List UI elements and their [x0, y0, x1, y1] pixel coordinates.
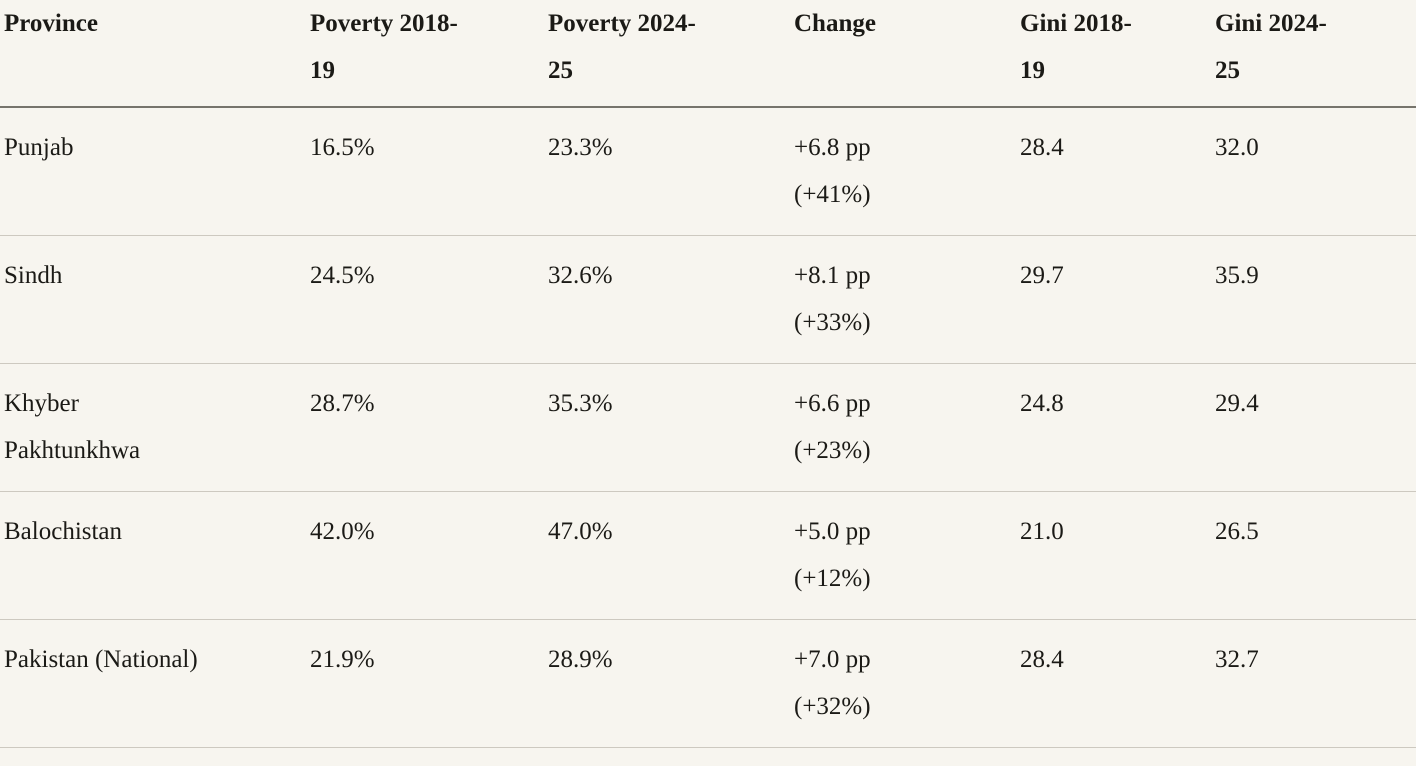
table-row: Sindh 24.5% 32.6% +8.1 pp (+33%) 29.7 35.9 [0, 235, 1416, 364]
cell-change: +6.6 pp (+23%) [790, 363, 1016, 492]
table-row: Punjab 16.5% 23.3% +6.8 pp (+41%) 28.4 32.0 [0, 107, 1416, 236]
cell-gini_2024_25: 35.9 [1211, 235, 1416, 364]
cell-province: Sindh [0, 235, 306, 364]
cell-gini_2018_19: 28.4 [1016, 107, 1211, 236]
cell-gini_2024_25: 26.5 [1211, 491, 1416, 620]
table-row: Pakistan (National) 21.9% 28.9% +7.0 pp (+3… [0, 619, 1416, 748]
cell-gini_2018_19: 29.7 [1016, 235, 1211, 364]
cell-gini_2018_19: 28.4 [1016, 619, 1211, 748]
cell-poverty_2024_25: 28.9% [544, 619, 790, 748]
cell-poverty_2018_19: 42.0% [306, 491, 544, 620]
cell-poverty_2018_19: 21.9% [306, 619, 544, 748]
cell-poverty_2024_25: 47.0% [544, 491, 790, 620]
cell-poverty_2024_25: 35.3% [544, 363, 790, 492]
column-header-poverty_2018_19: Poverty 2018- 19 [306, 0, 544, 108]
column-header-gini_2024_25: Gini 2024- 25 [1211, 0, 1416, 108]
table-header-row: Province Poverty 2018- 19 Poverty 2024- 25… [0, 0, 1416, 108]
cell-gini_2024_25: 32.7 [1211, 619, 1416, 748]
cell-poverty_2024_25: 23.3% [544, 107, 790, 236]
cell-poverty_2018_19: 24.5% [306, 235, 544, 364]
cell-province: Pakistan (National) [0, 619, 306, 748]
table-row: Balochistan 42.0% 47.0% +5.0 pp (+12%) 21.0 2… [0, 491, 1416, 620]
column-header-province: Province [0, 0, 306, 108]
cell-gini_2018_19: 21.0 [1016, 491, 1211, 620]
cell-poverty_2024_25: 32.6% [544, 235, 790, 364]
cell-change: +5.0 pp (+12%) [790, 491, 1016, 620]
poverty-gini-table: Province Poverty 2018- 19 Poverty 2024- 25… [0, 0, 1416, 748]
table-row: Khyber Pakhtunkhwa 28.7% 35.3% +6.6 pp (+23… [0, 363, 1416, 492]
cell-poverty_2018_19: 16.5% [306, 107, 544, 236]
cell-gini_2024_25: 29.4 [1211, 363, 1416, 492]
cell-change: +8.1 pp (+33%) [790, 235, 1016, 364]
cell-gini_2018_19: 24.8 [1016, 363, 1211, 492]
table-header: Province Poverty 2018- 19 Poverty 2024- 25… [0, 0, 1416, 108]
column-header-change: Change [790, 0, 1016, 108]
column-header-poverty_2024_25: Poverty 2024- 25 [544, 0, 790, 108]
cell-change: +6.8 pp (+41%) [790, 107, 1016, 236]
cell-province: Khyber Pakhtunkhwa [0, 363, 306, 492]
column-header-gini_2018_19: Gini 2018- 19 [1016, 0, 1211, 108]
cell-province: Punjab [0, 107, 306, 236]
cell-change: +7.0 pp (+32%) [790, 619, 1016, 748]
cell-province: Balochistan [0, 491, 306, 620]
table-body: Punjab 16.5% 23.3% +6.8 pp (+41%) 28.4 32.0 Si… [0, 107, 1416, 748]
cell-gini_2024_25: 32.0 [1211, 107, 1416, 236]
cell-poverty_2018_19: 28.7% [306, 363, 544, 492]
